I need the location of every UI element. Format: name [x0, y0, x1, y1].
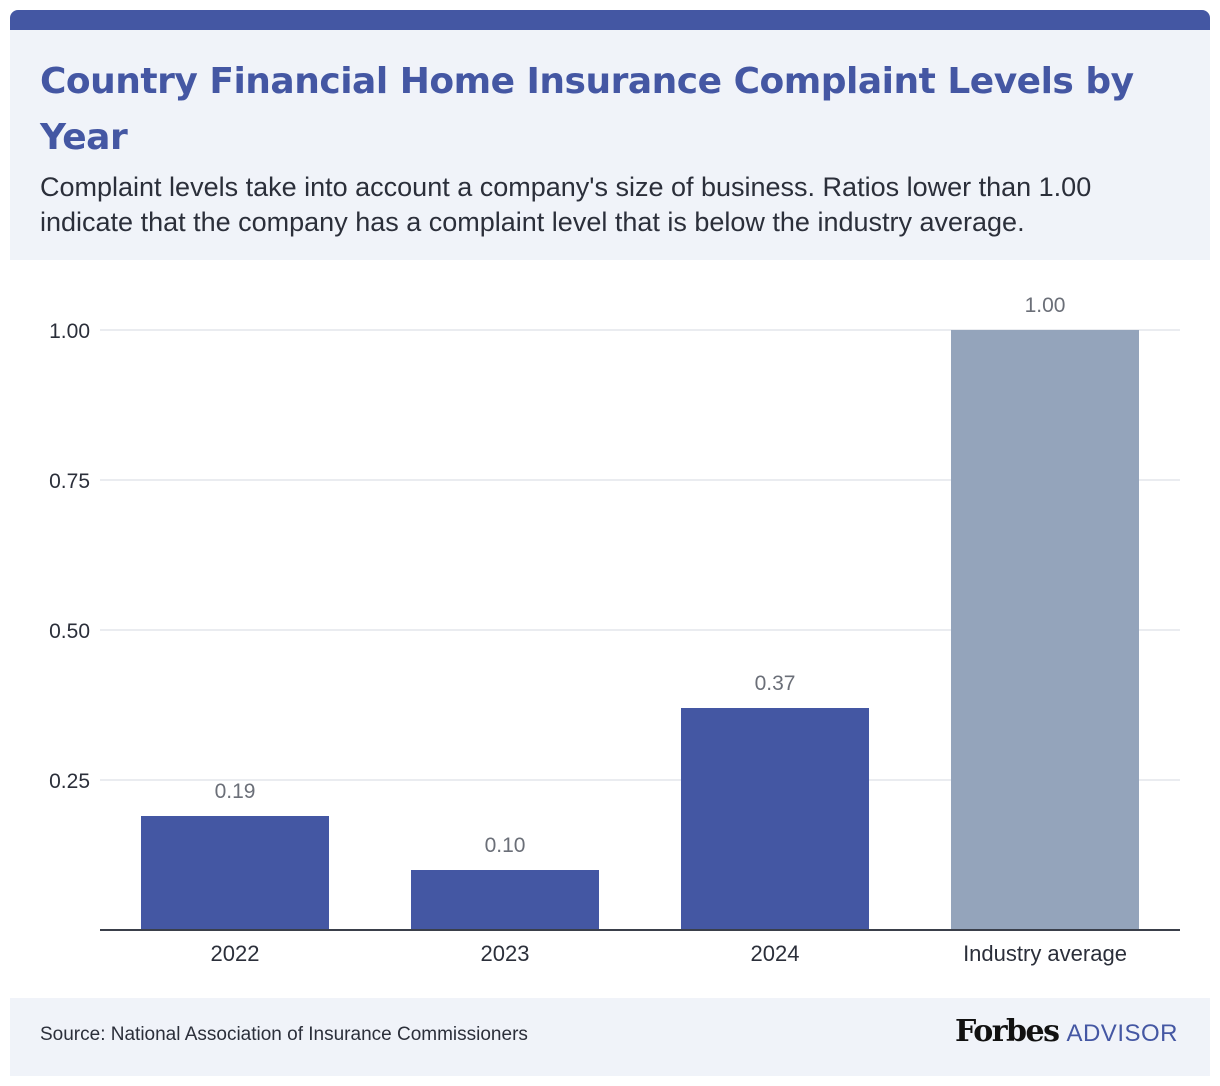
x-axis-ticks: 2022 2023 2024 Industry average [211, 941, 1127, 966]
accent-top-bar [10, 10, 1210, 30]
bar-chart: 0.190.100.371.00 0.250.500.751.00 2022 20… [49, 294, 1180, 966]
brand-logo: Forbes ADVISOR [955, 1014, 1178, 1049]
value-label: 0.19 [215, 780, 256, 803]
chart-header: Country Financial Home Insurance Complai… [10, 30, 1210, 260]
x-tick-label: 2024 [751, 941, 800, 966]
chart-card: Country Financial Home Insurance Complai… [10, 10, 1210, 1076]
bar [951, 330, 1139, 930]
x-tick-label: Industry average [963, 941, 1127, 966]
value-label: 0.10 [485, 834, 526, 857]
y-tick-label: 0.75 [49, 470, 90, 493]
brand-name: Forbes [955, 1014, 1060, 1049]
x-tick-label: 2022 [211, 941, 260, 966]
brand-suffix: ADVISOR [1066, 1020, 1178, 1047]
y-axis-ticks: 0.25 0.50 0.75 1.00 [49, 320, 90, 793]
y-tick-label: 0.50 [49, 620, 90, 643]
value-label: 0.37 [755, 672, 796, 695]
y-tick-label: 1.00 [49, 320, 90, 343]
source-note: Source: National Association of Insuranc… [40, 1024, 528, 1045]
chart-footer: Source: National Association of Insuranc… [10, 998, 1210, 1076]
value-label: 1.00 [1025, 294, 1066, 317]
value-labels: 0.19 0.10 0.37 1.00 [215, 294, 1066, 857]
chart-title: Country Financial Home Insurance Complai… [40, 61, 1134, 158]
bar [141, 816, 329, 930]
x-tick-label: 2023 [481, 941, 530, 966]
bars [141, 330, 1139, 930]
bar [411, 870, 599, 930]
y-tick-label: 0.25 [49, 770, 90, 793]
bar [681, 708, 869, 930]
chart-subtitle: Complaint levels take into account a com… [40, 172, 1092, 237]
